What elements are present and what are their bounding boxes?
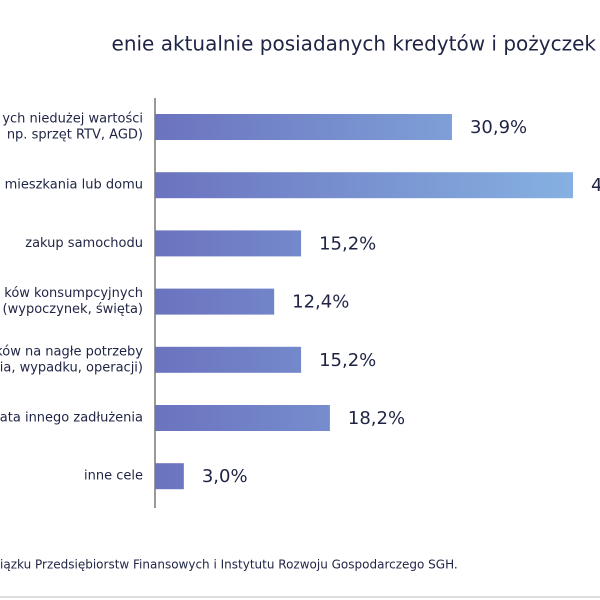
- category-label: (wypoczynek, święta): [3, 302, 143, 317]
- source-note: iązku Przedsiębiorstw Finansowych i Inst…: [0, 558, 458, 572]
- value-label: 30,9%: [470, 117, 527, 138]
- bar: [155, 114, 452, 140]
- bar: [155, 405, 330, 431]
- category-label: mieszkania lub domu: [5, 178, 143, 193]
- category-label: zakup samochodu: [25, 236, 143, 251]
- category-label: ia, wypadku, operacji): [0, 360, 143, 375]
- value-label: 43,5%: [591, 175, 600, 196]
- value-label: 3,0%: [202, 466, 248, 487]
- category-label: np. sprzęt RTV, AGD): [7, 128, 143, 143]
- category-label: inne cele: [84, 469, 143, 484]
- bar: [155, 346, 302, 373]
- bar: [155, 288, 275, 315]
- bar: [155, 230, 302, 257]
- category-label: ków na nagłe potrzeby: [0, 344, 143, 359]
- category-label: ków konsumpcyjnych: [4, 286, 143, 301]
- chart-title: enie aktualnie posiadanych kredytów i po…: [112, 32, 597, 56]
- category-label: ata innego zadłużenia: [0, 411, 143, 426]
- bar: [155, 172, 574, 199]
- value-label: 15,2%: [319, 350, 376, 371]
- value-label: 12,4%: [292, 292, 349, 313]
- value-label: 15,2%: [319, 233, 376, 254]
- value-label: 18,2%: [348, 408, 405, 429]
- bar: [155, 463, 184, 490]
- category-label: ych niedużej wartości: [2, 112, 143, 127]
